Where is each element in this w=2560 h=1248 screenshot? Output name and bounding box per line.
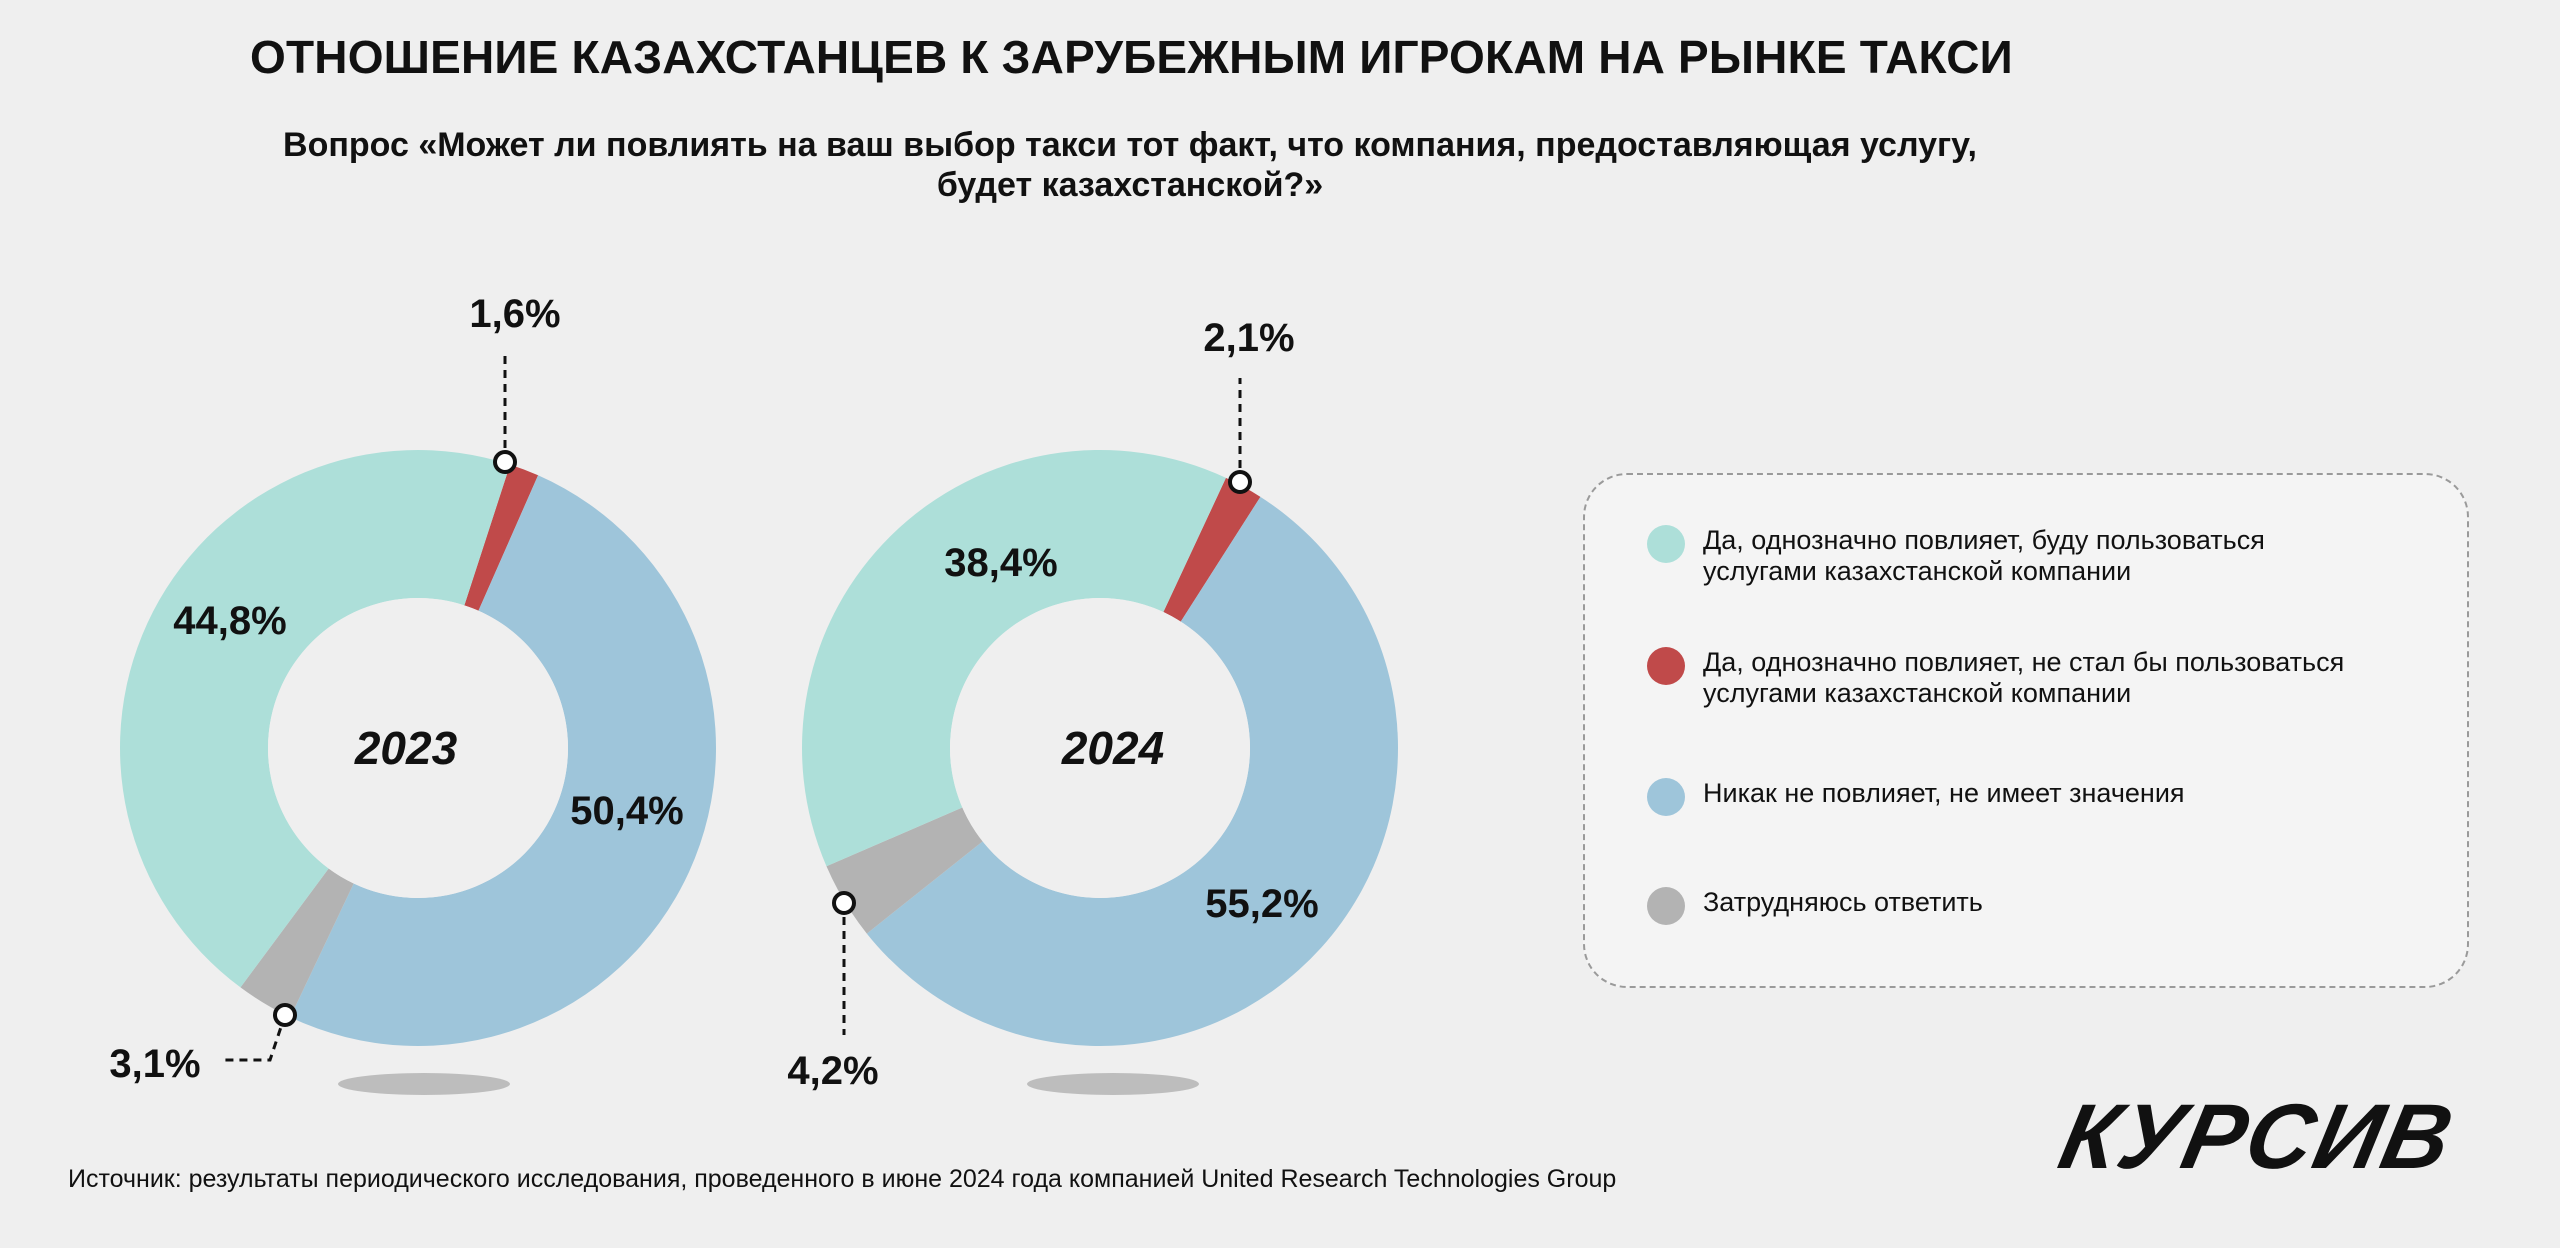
- callout-marker: [493, 450, 517, 474]
- kursiv-logo-wordmark: КУРСИВ: [2051, 1085, 2463, 1188]
- data-label: 50,4%: [570, 789, 683, 833]
- donut-slice-2023-3: [119, 449, 511, 988]
- callout-marker: [273, 1003, 297, 1027]
- callout-marker: [832, 891, 856, 915]
- chart-shadow: [1027, 1073, 1199, 1095]
- legend-label-line-1: Да, однозначно повлияет, буду пользовать…: [1703, 525, 2265, 555]
- svg-text:КУРСИВ: КУРСИВ: [2052, 1090, 2462, 1180]
- donut-slice-2024-0: [1163, 477, 1261, 622]
- donut-hole: [950, 598, 1250, 898]
- data-label: 44,8%: [173, 599, 286, 643]
- legend-swatch: [1647, 647, 1685, 685]
- legend-label-line-2: услугами казахстанской компании: [1703, 556, 2132, 586]
- chart-year-label: 2023: [354, 722, 458, 774]
- legend-label: Да, однозначно повлияет, не стал бы поль…: [1703, 647, 2443, 709]
- donut-slice-2024-3: [802, 450, 1226, 867]
- kursiv-logo: КУРСИВ: [2051, 1085, 2463, 1188]
- legend-swatch: [1647, 778, 1685, 816]
- legend-label-line-1: Затрудняюсь ответить: [1703, 887, 1983, 917]
- donut-charts: 2023 1,6% 50,4% 3,1% 44,8% 2024 2,1% 55,2% 4,2% 3…: [109, 292, 1398, 1095]
- legend-item-hard-to-say: Затрудняюсь ответить: [1647, 887, 2443, 925]
- legend-label-line-1: Никак не повлияет, не имеет значения: [1703, 778, 2185, 808]
- data-label: 38,4%: [944, 541, 1057, 585]
- donut-hole: [268, 598, 568, 898]
- legend-swatch: [1647, 887, 1685, 925]
- donut-slice-2023-0: [464, 464, 539, 611]
- donut-slice-2024-2: [826, 807, 983, 934]
- chart-year-label: 2024: [1061, 722, 1164, 774]
- subtitle-line-1: Вопрос «Может ли повлиять на ваш выбор т…: [283, 126, 1977, 164]
- legend-label: Да, однозначно повлияет, буду пользовать…: [1703, 525, 2443, 587]
- legend-swatch: [1647, 525, 1685, 563]
- page-title: ОТНОШЕНИЕ КАЗАХСТАНЦЕВ К ЗАРУБЕЖНЫМ ИГРО…: [250, 31, 2013, 83]
- legend-label-line-1: Да, однозначно повлияет, не стал бы поль…: [1703, 647, 2345, 677]
- data-label: 3,1%: [109, 1042, 200, 1086]
- donut-slice-2023-1: [290, 475, 717, 1047]
- legend-label: Никак не повлияет, не имеет значения: [1703, 778, 2443, 809]
- callout-marker: [1228, 470, 1252, 494]
- data-label: 4,2%: [787, 1049, 878, 1093]
- legend-label: Затрудняюсь ответить: [1703, 887, 2443, 918]
- donut-slice-2024-1: [866, 496, 1398, 1046]
- legend: Да, однозначно повлияет, буду пользовать…: [1583, 473, 2469, 988]
- chart-subtitle: Вопрос «Может ли повлиять на ваш выбор т…: [250, 125, 2010, 205]
- legend-item-yes-not-use: Да, однозначно повлияет, не стал бы поль…: [1647, 647, 2443, 709]
- chart-shadow: [338, 1073, 510, 1095]
- legend-label-line-2: услугами казахстанской компании: [1703, 678, 2132, 708]
- data-label: 1,6%: [469, 292, 560, 336]
- donut-slice-2023-2: [240, 868, 354, 1018]
- data-label: 55,2%: [1205, 882, 1318, 926]
- legend-item-no-matter: Никак не повлияет, не имеет значения: [1647, 778, 2443, 816]
- source-note: Источник: результаты периодического иссл…: [68, 1165, 1617, 1193]
- data-label: 2,1%: [1203, 316, 1294, 360]
- subtitle-line-2: будет казахстанской?»: [936, 166, 1324, 204]
- callout-line: [220, 1014, 287, 1062]
- legend-item-yes-use: Да, однозначно повлияет, буду пользовать…: [1647, 525, 2443, 587]
